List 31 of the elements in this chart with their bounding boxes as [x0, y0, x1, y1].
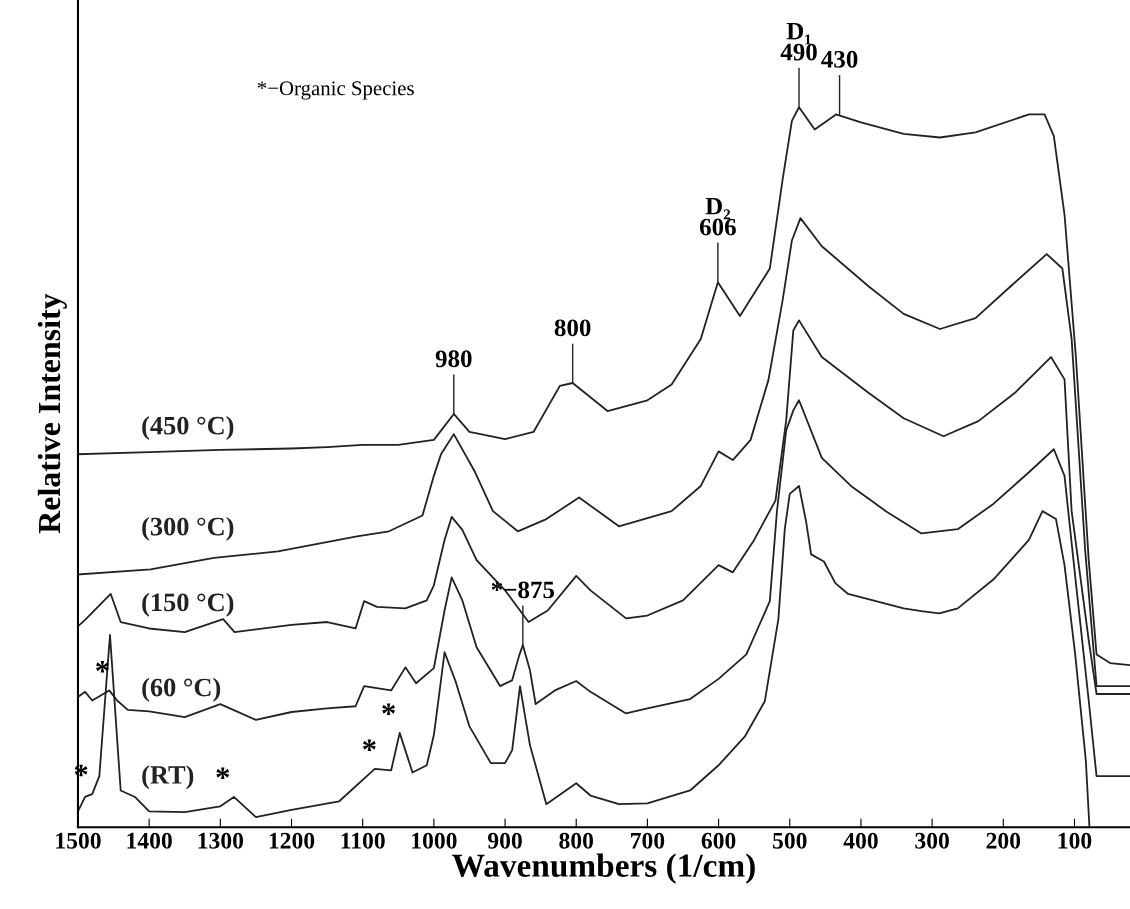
annotation: D₂ 606	[699, 197, 736, 236]
x-tick-label: 1000	[412, 832, 457, 849]
x-tick-label: 900	[487, 832, 522, 849]
x-tick-label: 500	[773, 832, 807, 849]
series-label: (RT)	[142, 765, 194, 790]
series-label: (300 °C)	[142, 516, 234, 541]
x-tick-label: 1400	[127, 832, 172, 849]
annotation: 800	[554, 319, 591, 337]
annotation: D₁ 490	[780, 22, 817, 61]
x-tick-label: 1500	[56, 832, 101, 849]
x-tick-label: 800	[559, 832, 594, 849]
x-tick-label: 400	[843, 832, 878, 849]
x-tick-label: 100	[1058, 832, 1092, 849]
annotation: 430	[821, 50, 858, 68]
x-tick-label: 200	[986, 832, 1021, 849]
annotation: *	[363, 739, 376, 751]
series-label: (150 °C)	[142, 592, 234, 617]
annotation: *	[382, 703, 395, 715]
annotation: 980	[435, 350, 472, 368]
x-tick-label: 1300	[198, 832, 244, 849]
x-axis-title: Wavenumbers (1/cm)	[452, 853, 755, 884]
x-tick-label: 1200	[269, 832, 315, 849]
text: *−Organic Species	[257, 81, 414, 100]
y-axis-title: Relative Intensity	[37, 293, 67, 534]
x-tick-label: 1100	[341, 832, 385, 849]
series-label: (450 °C)	[142, 416, 234, 440]
x-tick-label: 600	[701, 832, 736, 849]
x-tick-label: 700	[631, 832, 665, 849]
series-label: (60 °C)	[142, 677, 221, 702]
annotation: *	[216, 767, 230, 780]
x-tick-label: 300	[915, 832, 949, 849]
